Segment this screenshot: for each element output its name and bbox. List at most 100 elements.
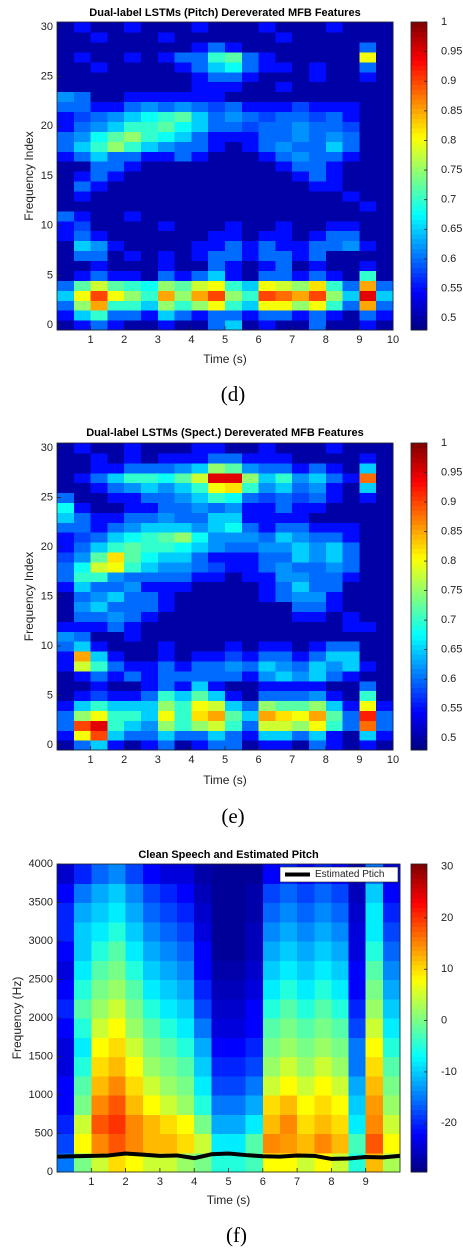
cell (74, 1075, 92, 1096)
cell (177, 883, 195, 904)
colorbar-band (411, 888, 427, 894)
cell (57, 250, 75, 262)
cell (342, 151, 360, 162)
colorbar-band (411, 190, 427, 196)
cell (174, 720, 192, 731)
cell (376, 670, 394, 682)
colorbar-band (411, 1070, 427, 1077)
cell (107, 700, 125, 711)
colorbar-band (411, 1147, 427, 1154)
cell (124, 141, 142, 152)
colorbar-band (411, 658, 427, 665)
cell (359, 670, 377, 682)
y-tick-label: 25 (41, 491, 53, 503)
colorbar-band (411, 500, 427, 506)
colorbar-tick-label: 0.85 (441, 105, 462, 117)
cell (211, 1133, 230, 1154)
cell (348, 921, 367, 942)
cell (74, 979, 92, 1000)
cell (309, 631, 327, 642)
cell (191, 720, 209, 731)
colorbar-tick-label: 0.5 (441, 732, 456, 744)
x-tick-label: 3 (157, 1176, 163, 1188)
cell (57, 522, 75, 533)
cell (141, 621, 159, 632)
cell (342, 700, 360, 711)
cell (208, 660, 226, 672)
colorbar-frame (410, 442, 428, 751)
cell (90, 581, 108, 593)
cell (211, 1037, 230, 1058)
cell (292, 482, 310, 494)
cell (225, 472, 243, 484)
cell (174, 71, 192, 83)
cell (258, 730, 276, 741)
cell (211, 979, 230, 1000)
cell (90, 91, 108, 103)
cell (245, 883, 264, 904)
cell (174, 591, 192, 603)
cell (314, 1018, 332, 1038)
cell (342, 482, 360, 494)
colorbar-band (411, 161, 427, 167)
cell (292, 670, 310, 682)
cell (208, 190, 226, 202)
cell (342, 512, 360, 523)
colorbar-band (411, 481, 427, 487)
cell (376, 260, 394, 271)
cell (90, 591, 108, 603)
cell (73, 230, 92, 242)
cell (325, 41, 344, 53)
cell (177, 1037, 195, 1058)
cell (241, 91, 260, 103)
cell (376, 250, 394, 262)
cell (57, 700, 75, 711)
cell (124, 660, 142, 672)
cell (57, 710, 75, 721)
x-tick-label: 9 (356, 334, 362, 346)
cell (258, 101, 276, 113)
cell (107, 591, 125, 603)
colorbar-tick-label: -20 (441, 1117, 457, 1129)
cell (275, 300, 293, 311)
cell (258, 210, 276, 222)
cell (73, 161, 92, 172)
cell (275, 270, 293, 281)
cell (225, 740, 243, 751)
cell (174, 210, 192, 222)
cell (342, 141, 360, 152)
cell (124, 31, 142, 43)
cell (74, 1095, 92, 1115)
cell (73, 320, 92, 331)
cell (174, 730, 192, 741)
cell (292, 290, 310, 301)
cell (159, 864, 178, 884)
x-tick-label: 3 (155, 754, 161, 766)
cell (191, 131, 209, 142)
y-tick-label: 0 (47, 319, 53, 331)
cell (275, 621, 293, 632)
cell (124, 131, 142, 142)
cell (159, 998, 178, 1019)
cell (157, 492, 176, 504)
cell (73, 141, 92, 152)
cell (91, 1095, 110, 1115)
cell (241, 512, 260, 523)
colorbar-band (411, 447, 427, 454)
cell (262, 979, 281, 1000)
cell (125, 1114, 144, 1135)
colorbar-band (411, 883, 427, 889)
x-tick-label: 8 (328, 1176, 334, 1188)
cell (124, 111, 142, 122)
cell (376, 200, 394, 212)
cell (159, 1037, 178, 1058)
cell (258, 61, 276, 73)
cell (191, 171, 209, 182)
cell (376, 22, 394, 33)
cell (57, 462, 75, 474)
cell (275, 561, 293, 573)
cell (342, 260, 360, 271)
cell (90, 452, 108, 464)
cell (225, 151, 243, 162)
cell (157, 190, 176, 202)
